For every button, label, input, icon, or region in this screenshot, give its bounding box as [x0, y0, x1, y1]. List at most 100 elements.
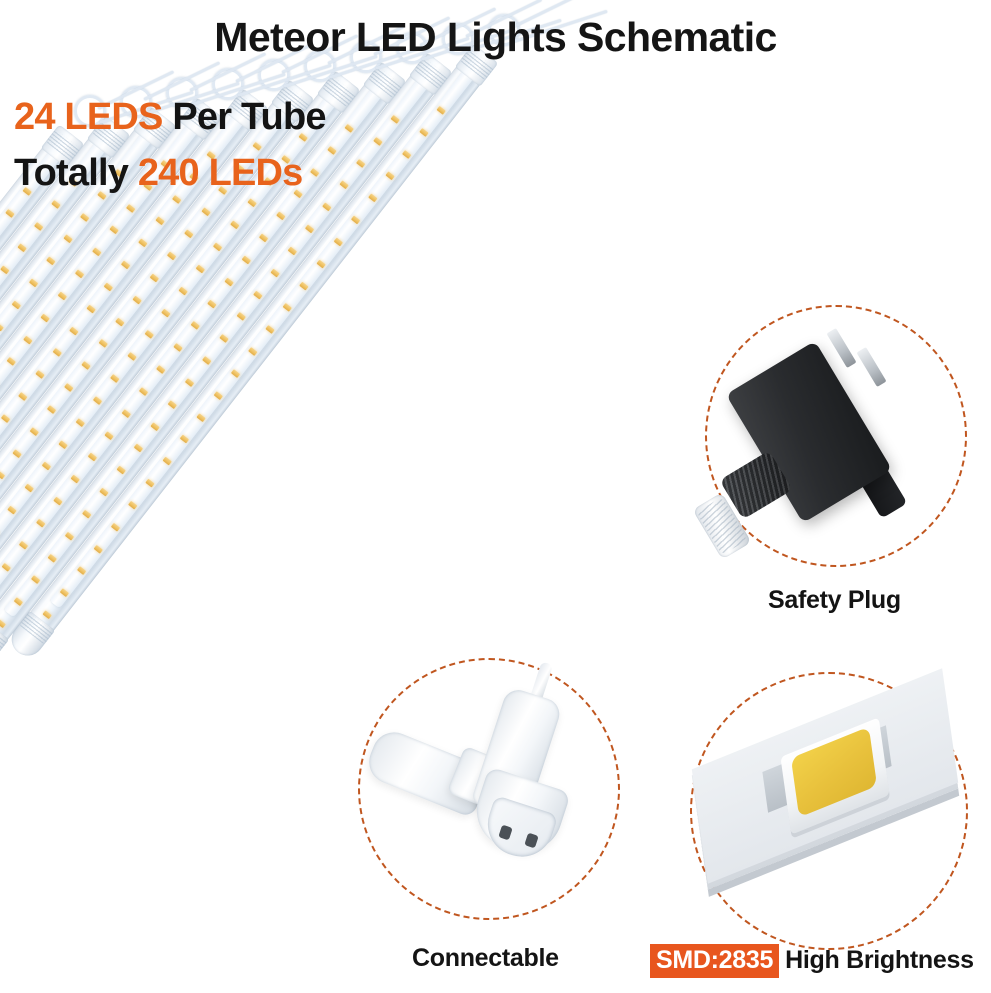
plug-prong-icon: [826, 328, 857, 368]
smd-led: [183, 229, 193, 239]
smd-led: [30, 575, 40, 584]
smd-led: [137, 238, 147, 248]
smd-led: [127, 500, 138, 510]
smd-led: [149, 273, 159, 283]
smd-led: [45, 256, 55, 266]
smd-led: [0, 470, 5, 480]
smd-led: [116, 465, 126, 475]
smd-led: [58, 439, 68, 449]
smd-led: [201, 355, 212, 365]
smd-led: [344, 123, 354, 133]
smd-led: [166, 251, 176, 261]
smd-led: [270, 268, 280, 277]
smd-label-high-brightness: High Brightness: [785, 946, 974, 974]
smd-led: [224, 277, 234, 286]
smd-led: [104, 430, 114, 440]
smd-led: [18, 540, 28, 550]
safety-plug-label: Safety Plug: [768, 586, 901, 614]
smd-led: [253, 290, 263, 299]
smd-led: [97, 338, 108, 348]
spec-highlight-24-leds: 24 LEDS: [14, 96, 163, 138]
smd-led: [189, 320, 200, 330]
smd-led: [46, 404, 56, 414]
smd-led: [63, 382, 74, 392]
smd-led: [326, 145, 337, 155]
smd-led: [1, 562, 11, 572]
smd-led: [143, 329, 154, 339]
smd-led: [241, 255, 251, 265]
smd-led: [167, 399, 177, 409]
smd-led: [161, 308, 171, 317]
smd-led: [6, 505, 17, 515]
smd-led: [162, 456, 172, 466]
smd-led: [115, 317, 125, 326]
smd-led: [24, 483, 34, 493]
connector-illustration: [358, 658, 620, 920]
connectable-label: Connectable: [412, 944, 559, 972]
smd-led: [59, 588, 69, 597]
smd-led: [50, 199, 61, 209]
smd-led: [184, 377, 194, 387]
smd-led: [372, 136, 383, 146]
smd-led: [321, 202, 331, 212]
smd-led: [51, 347, 62, 357]
led-tube-array: [0, 0, 940, 930]
smd-led: [138, 386, 148, 396]
smd-led: [247, 346, 258, 356]
safety-plug-illustration: [692, 305, 967, 567]
smd-badge: SMD:2835: [650, 944, 780, 978]
smd-led: [309, 167, 320, 177]
smd-led: [207, 299, 217, 308]
spec-highlight-240-leds: 240 LEDs: [137, 152, 304, 194]
spec-line-total-leds: Totally 240 LEDs: [14, 152, 303, 195]
smd-led: [0, 413, 10, 423]
smd-led: [69, 326, 79, 335]
smd-led: [0, 265, 9, 275]
smd-led: [235, 311, 246, 321]
smd-led: [133, 443, 143, 453]
smd-led: [0, 322, 4, 331]
smd-led: [144, 478, 155, 488]
smd-led: [178, 286, 188, 295]
smd-led: [287, 246, 297, 256]
smd-led: [258, 233, 268, 243]
smd-led: [86, 304, 96, 313]
smd-led: [28, 278, 38, 288]
plug-prong-icon: [856, 347, 887, 387]
smd-led: [34, 369, 45, 379]
smd-led: [23, 335, 33, 344]
smd-led: [125, 203, 136, 213]
smd-led: [126, 351, 137, 361]
smd-led: [76, 566, 86, 575]
smd-led: [179, 434, 189, 444]
smd-led: [230, 368, 240, 378]
smd-led: [41, 461, 51, 471]
smd-led: [390, 114, 400, 124]
smd-led: [108, 225, 119, 235]
smd-led: [11, 300, 21, 310]
smd-led: [80, 360, 91, 370]
smd-led: [57, 291, 67, 301]
smd-led: [252, 141, 262, 151]
smd-led: [246, 198, 257, 208]
smd-led: [98, 487, 109, 497]
smd-led: [436, 105, 446, 115]
spec-line-leds-per-tube: 24 LEDS Per Tube: [14, 96, 327, 139]
smd-led: [47, 553, 57, 563]
smd-led: [367, 193, 377, 203]
smd-led: [275, 211, 285, 221]
smd-led: [401, 149, 412, 159]
page-title: Meteor LED Lights Schematic: [214, 14, 777, 60]
smd-led: [92, 395, 102, 405]
smd-led: [212, 242, 222, 252]
smd-led: [196, 412, 206, 422]
smd-led: [81, 509, 92, 519]
smd-led: [218, 333, 229, 343]
smd-led: [64, 531, 74, 541]
smd-led: [154, 216, 165, 226]
smd-led: [13, 597, 23, 606]
smd-led: [17, 391, 28, 401]
smd-led: [103, 282, 113, 292]
smd-led: [213, 390, 223, 400]
